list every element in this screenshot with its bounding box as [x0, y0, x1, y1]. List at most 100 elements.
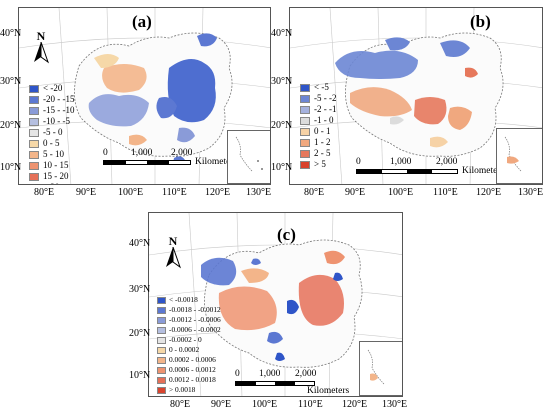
north-arrow-a: N	[31, 30, 51, 69]
legend-item: -0.0012 - -0.0006	[157, 315, 221, 325]
legend-swatch	[157, 376, 166, 384]
scale-bar-graphic	[235, 381, 315, 386]
legend-swatch	[29, 139, 39, 148]
legend-c: < -0.0018 -0.0018 - -0.0012 -0.0012 - -0.0…	[157, 295, 221, 395]
scale-tick-0: 0	[356, 157, 361, 167]
scale-tick-2000: 2,000	[171, 148, 193, 158]
panel-label-b: (b)	[470, 12, 491, 31]
map-panel-a: (a) N < -20 -20 - -15 -15 - -10 -10 - -5 -5 …	[18, 7, 271, 185]
legend-swatch	[300, 127, 310, 136]
legend-label: -2 - -1	[314, 104, 337, 114]
inset-map-b	[496, 128, 542, 184]
legend-swatch	[29, 128, 39, 137]
inset-map-a	[227, 130, 270, 184]
lon-130-b: 130°E	[518, 187, 544, 198]
legend-swatch	[29, 106, 39, 115]
lon-80-a: 80°E	[34, 187, 55, 198]
legend-swatch	[29, 161, 39, 170]
legend-item: -10 - -5	[29, 116, 75, 127]
legend-label: < -5	[314, 82, 329, 92]
scale-unit: Kilometers	[307, 386, 350, 396]
legend-label: > 5	[314, 159, 326, 169]
legend-label: < -0.0018	[169, 295, 198, 304]
legend-swatch	[29, 183, 39, 184]
lon-90-c: 90°E	[211, 399, 232, 410]
scale-unit: Kilometers	[462, 166, 505, 176]
lat-30-b: 30°N	[271, 76, 293, 87]
legend-item: 10 - 15	[29, 160, 75, 171]
lat-40-c: 40°N	[129, 238, 151, 249]
lat-40-b: 40°N	[271, 28, 293, 39]
lat-20-b: 20°N	[271, 120, 293, 131]
legend-item: 0 - 0.0002	[157, 345, 221, 355]
lat-10-b: 10°N	[271, 162, 293, 173]
legend-swatch	[157, 386, 166, 394]
legend-swatch	[300, 116, 310, 125]
lat-30-a: 30°N	[0, 76, 22, 87]
legend-swatch	[300, 160, 310, 169]
legend-label: 0 - 5	[43, 138, 60, 148]
legend-label: > 0.0018	[169, 385, 196, 394]
legend-item: 1 - 2	[300, 137, 337, 148]
lon-100-c: 100°E	[252, 399, 278, 410]
lon-120-b: 120°E	[476, 187, 502, 198]
lat-10-c: 10°N	[129, 370, 151, 381]
lat-20-a: 20°N	[0, 120, 22, 131]
legend-swatch	[300, 105, 310, 114]
china-map-b	[290, 8, 542, 184]
legend-swatch	[157, 326, 166, 334]
legend-item: < -5	[300, 82, 337, 93]
legend-label: 10 - 15	[43, 160, 69, 170]
legend-swatch	[157, 366, 166, 374]
scale-tick-1000: 1,000	[131, 148, 153, 158]
legend-item: 0 - 5	[29, 138, 75, 149]
legend-swatch	[29, 172, 39, 181]
legend-item: < -0.0018	[157, 295, 221, 305]
lat-40-a: 40°N	[0, 28, 22, 39]
north-label: N	[36, 29, 46, 43]
legend-swatch	[29, 117, 39, 126]
legend-label: 2 - 5	[314, 148, 331, 158]
legend-swatch	[157, 346, 166, 354]
legend-item: < -20	[29, 83, 75, 94]
legend-item: -5 - 0	[29, 127, 75, 138]
legend-item: -15 - -10	[29, 105, 75, 116]
legend-swatch	[157, 316, 166, 324]
lat-30-c: 30°N	[129, 284, 151, 295]
legend-swatch	[300, 149, 310, 158]
legend-label: -0.0002 - 0	[169, 335, 202, 344]
north-label: N	[168, 234, 178, 248]
legend-swatch	[300, 138, 310, 147]
legend-item: 2 - 5	[300, 148, 337, 159]
panel-label-c: (c)	[277, 225, 296, 244]
legend-label: 5 - 10	[43, 149, 64, 159]
scale-tick-2000: 2,000	[436, 157, 458, 167]
legend-item: -0.0018 - -0.0012	[157, 305, 221, 315]
legend-item: 0.0012 - 0.0018	[157, 375, 221, 385]
legend-label: -0.0018 - -0.0012	[169, 305, 221, 314]
legend-label: < -20	[43, 83, 63, 93]
legend-item: 5 - 10	[29, 149, 75, 160]
legend-label: 0.0002 - 0.0006	[169, 355, 216, 364]
lon-80-b: 80°E	[304, 187, 325, 198]
legend-swatch	[300, 94, 310, 103]
legend-label: > 20	[43, 182, 59, 184]
legend-swatch	[157, 296, 166, 304]
lon-110-b: 110°E	[433, 187, 458, 198]
legend-label: 0 - 1	[314, 126, 331, 136]
scale-bar-graphic	[356, 169, 458, 174]
scale-bar-graphic	[103, 160, 191, 165]
scale-tick-2000: 2,000	[295, 369, 317, 379]
legend-swatch	[29, 150, 39, 159]
legend-item: > 5	[300, 159, 337, 170]
scale-tick-1000: 1,000	[390, 157, 412, 167]
scale-tick-1000: 1,000	[259, 369, 281, 379]
scale-bar-b: 0 1,000 2,000 Kilometers	[356, 157, 531, 176]
legend-label: -10 - -5	[43, 116, 70, 126]
lon-110-c: 110°E	[298, 399, 323, 410]
north-arrow-icon	[34, 41, 49, 64]
legend-item: -0.0002 - 0	[157, 335, 221, 345]
scale-tick-0: 0	[103, 148, 108, 158]
